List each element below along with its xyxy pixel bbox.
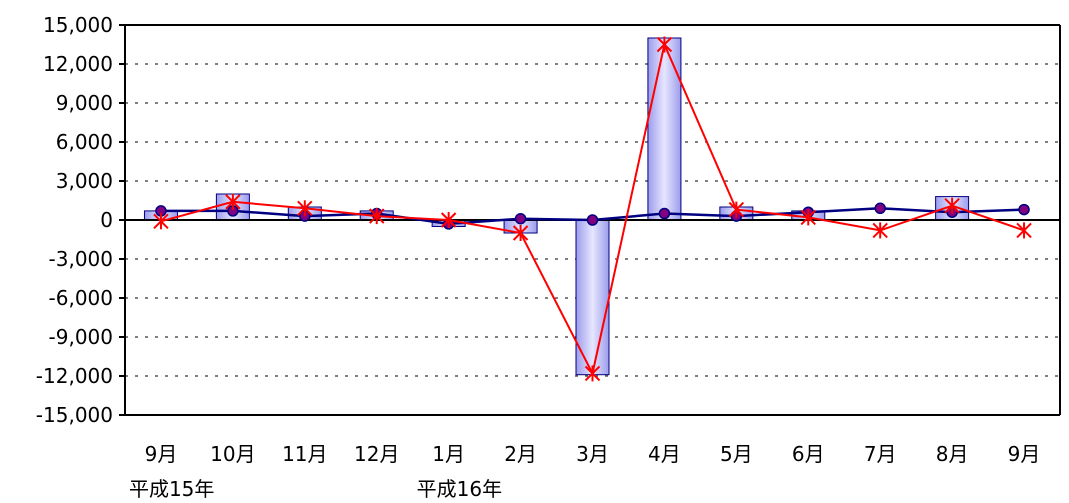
x-tick-label: 10月 (210, 442, 255, 466)
x-marker (369, 208, 385, 225)
era-labels: 平成15年 平成16年 (129, 477, 502, 501)
x-marker (225, 193, 241, 210)
x-tick-label: 5月 (720, 442, 753, 466)
x-marker (153, 213, 169, 230)
x-tick-label: 6月 (792, 442, 825, 466)
y-tick-label: -3,000 (49, 247, 113, 271)
x-tick-label: 9月 (145, 442, 178, 466)
y-tick-label: -12,000 (36, 364, 113, 388)
line-series (153, 36, 1032, 382)
y-tick-label: 9,000 (56, 91, 113, 115)
y-tick-label: 12,000 (43, 52, 113, 76)
x-marker (297, 200, 313, 217)
x-tick-label: 7月 (864, 442, 897, 466)
x-tick-label: 12月 (354, 442, 399, 466)
circle-marker (874, 202, 886, 215)
x-tick-label: 4月 (648, 442, 681, 466)
x-marker (584, 365, 601, 382)
x-tick-labels: 9月 10月 11月 12月 1月 2月 3月 4月 5月 6月 7月 8月 9月 (145, 442, 1041, 466)
axes (119, 24, 1061, 416)
circle-marker (514, 212, 527, 225)
y-tick-label: 6,000 (56, 130, 113, 154)
circle-marker (658, 207, 671, 220)
y-tick-label: -15,000 (36, 403, 113, 427)
x-marker (656, 36, 673, 53)
circle-marker (1018, 203, 1030, 216)
x-marker (728, 201, 745, 218)
x-marker (440, 212, 457, 228)
x-tick-label: 9月 (1008, 442, 1041, 466)
era-label: 平成15年 (129, 477, 214, 501)
y-tick-label: 0 (100, 208, 113, 232)
bar (647, 37, 682, 221)
x-marker (1016, 222, 1032, 239)
y-tick-label: 15,000 (43, 13, 113, 37)
x-marker (872, 222, 888, 239)
x-marker (800, 209, 816, 226)
x-tick-label: 8月 (936, 442, 969, 466)
era-label: 平成16年 (417, 477, 502, 501)
x-marker (512, 225, 529, 241)
circle-marker (586, 214, 599, 226)
y-tick-labels: 15,000 12,000 9,000 6,000 3,000 0 -3,000 -6,000… (36, 13, 113, 427)
x-tick-label: 11月 (282, 442, 327, 466)
x-tick-label: 1月 (432, 442, 465, 466)
x-tick-label: 3月 (576, 442, 609, 466)
y-tick-label: 3,000 (56, 169, 113, 193)
y-tick-label: -6,000 (49, 286, 113, 310)
x-tick-label: 2月 (504, 442, 537, 466)
x-marker (944, 197, 960, 214)
y-tick-label: -9,000 (49, 325, 113, 349)
